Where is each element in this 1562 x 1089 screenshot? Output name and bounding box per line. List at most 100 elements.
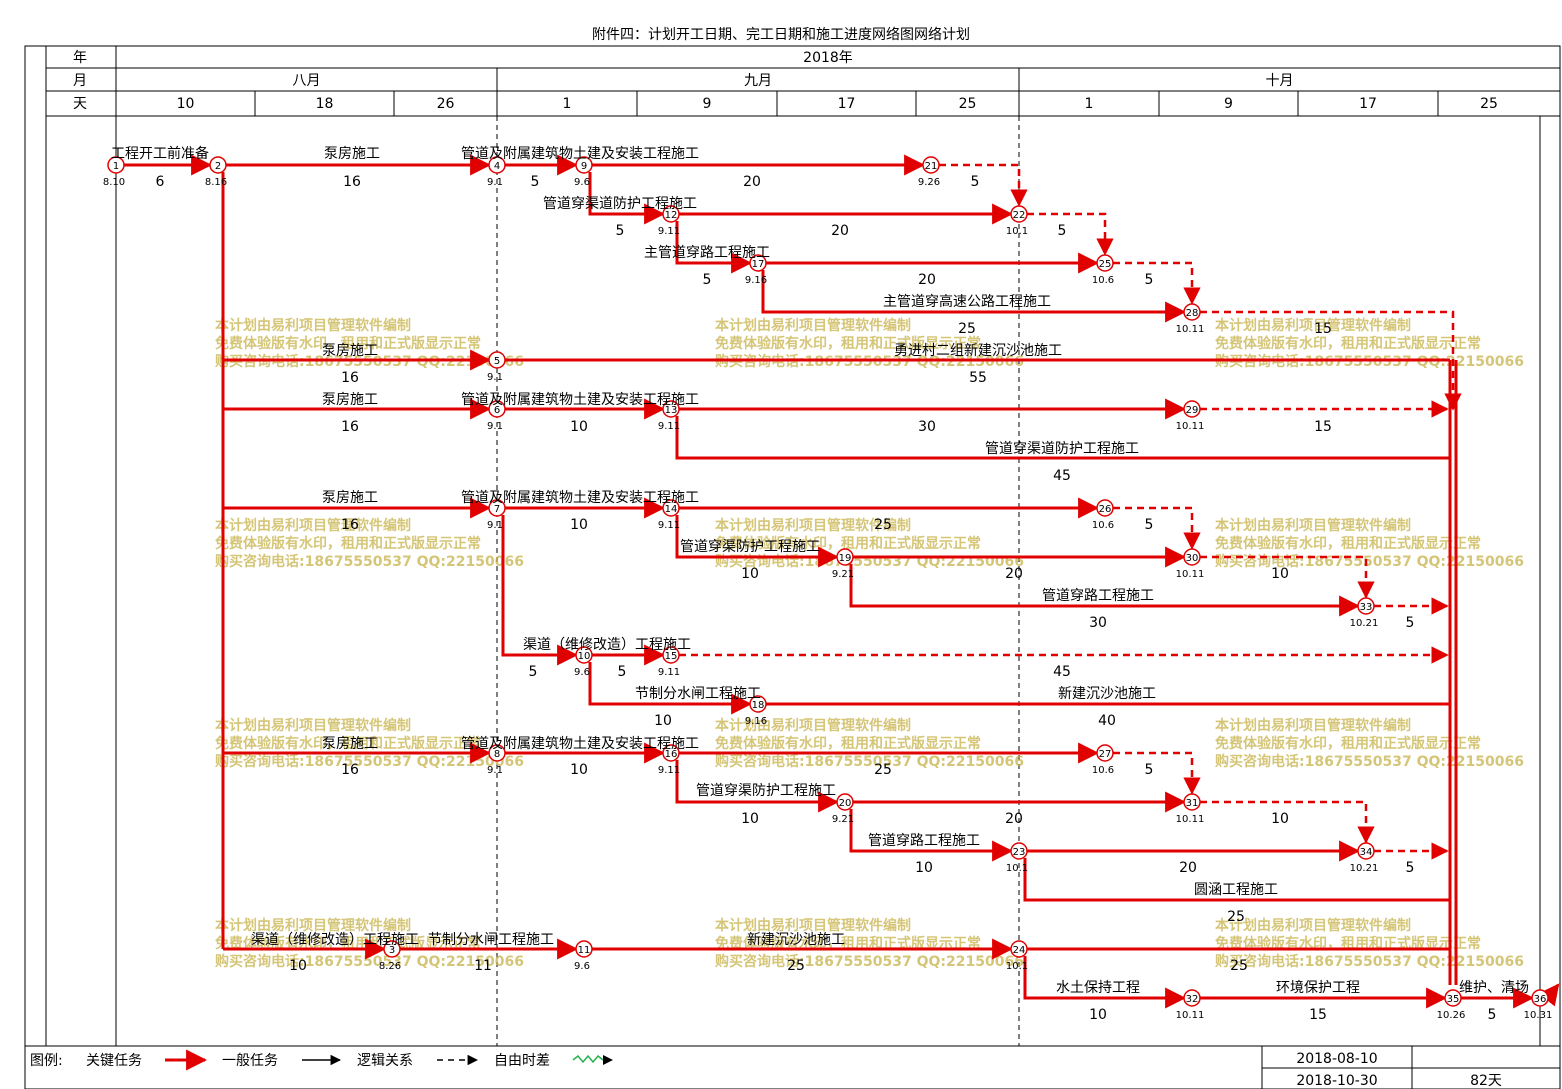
header-day: 1 <box>563 96 572 112</box>
event-node-date: 9.16 <box>745 275 767 286</box>
legend-free-arrow <box>603 1055 613 1065</box>
event-node-date: 8.26 <box>379 961 401 972</box>
free-float-arrow <box>1200 310 1462 411</box>
critical-arrow <box>1023 858 1450 902</box>
task-name: 泵房施工 <box>322 392 378 408</box>
header-day: 17 <box>1359 96 1377 112</box>
task-name: 新建沉沙池施工 <box>747 932 845 948</box>
task-name: 管道及附属建筑物土建及安装工程施工 <box>461 146 699 162</box>
event-node-id: 27 <box>1099 749 1112 760</box>
event-node-id: 25 <box>1099 259 1112 270</box>
event-node <box>662 400 680 418</box>
event-node <box>836 548 854 566</box>
task-duration: 5 <box>1058 223 1067 239</box>
task-name: 渠道（维修改造）工程施工 <box>251 932 419 948</box>
event-node-id: 26 <box>1099 504 1112 515</box>
task-duration: 15 <box>1309 1007 1327 1023</box>
event-node <box>1183 303 1201 321</box>
watermark-text: 本计划由易利项目管理软件编制 <box>1215 317 1411 334</box>
task-name: 泵房施工 <box>324 146 380 162</box>
task-name: 泵房施工 <box>322 490 378 506</box>
task-duration: 10 <box>654 713 672 729</box>
event-node-date: 8.10 <box>103 177 125 188</box>
event-node <box>488 744 506 762</box>
watermark-text: 本计划由易利项目管理软件编制 <box>715 317 911 334</box>
watermark-text: 本计划由易利项目管理软件编制 <box>215 317 411 334</box>
event-node <box>575 940 593 958</box>
task-name: 新建沉沙池施工 <box>1058 686 1156 702</box>
event-node-date: 9.11 <box>658 667 680 678</box>
legend-critical-label: 关键任务 <box>86 1053 142 1069</box>
event-node-date: 9.16 <box>745 716 767 727</box>
task-duration: 5 <box>616 223 625 239</box>
critical-arrow <box>675 760 840 813</box>
event-node-date: 9.26 <box>918 177 940 188</box>
free-float-arrow <box>1113 506 1201 550</box>
critical-arrow <box>675 515 840 568</box>
task-duration: 5 <box>618 664 627 680</box>
event-node-id: 23 <box>1013 847 1026 858</box>
task-duration: 10 <box>570 762 588 778</box>
event-node <box>662 646 680 664</box>
event-node-date: 9.1 <box>487 765 503 776</box>
event-node-date: 10.1 <box>1006 961 1028 972</box>
task-arrows <box>124 154 1560 1009</box>
event-node-date: 9.6 <box>574 961 590 972</box>
task-name: 泵房施工 <box>322 343 378 359</box>
watermark-text: 购买咨询电话:18675550537 QQ:22150066 <box>215 753 524 770</box>
event-node-date: 10.11 <box>1176 814 1205 825</box>
task-name: 主管道穿高速公路工程施工 <box>883 293 1051 310</box>
event-node <box>1096 499 1114 517</box>
event-node <box>1531 989 1549 1007</box>
event-node-date: 9.11 <box>658 421 680 432</box>
event-node-date: 9.1 <box>487 421 503 432</box>
page-title: 附件四：计划开工日期、完工日期和施工进度网络图网络计划 <box>592 27 970 43</box>
event-node-date: 9.1 <box>487 520 503 531</box>
task-duration: 25 <box>1230 958 1248 974</box>
event-node-id: 7 <box>494 504 500 515</box>
header-day: 17 <box>838 96 856 112</box>
critical-arrow <box>761 270 1187 323</box>
task-duration: 25 <box>1227 909 1245 925</box>
watermark-text: 本计划由易利项目管理软件编制 <box>715 717 911 734</box>
event-node-id: 20 <box>839 798 852 809</box>
task-name: 管道及附属建筑物土建及安装工程施工 <box>461 392 699 408</box>
event-node-id: 12 <box>665 210 678 221</box>
task-duration: 10 <box>570 517 588 533</box>
task-duration: 10 <box>1089 1007 1107 1023</box>
event-node-id: 35 <box>1447 994 1460 1005</box>
task-duration: 5 <box>531 174 540 190</box>
task-name: 圆涵工程施工 <box>1194 882 1278 898</box>
task-name: 管道穿渠防护工程施工 <box>696 783 836 799</box>
critical-arrow <box>501 515 579 666</box>
watermark-text: 免费体验版有水印，租用和正式版显示正常 <box>215 335 481 352</box>
task-duration: 5 <box>1406 860 1415 876</box>
event-node-id: 34 <box>1360 847 1373 858</box>
task-duration: 5 <box>1145 762 1154 778</box>
task-duration: 40 <box>1098 713 1116 729</box>
event-node-date: 9.6 <box>574 177 590 188</box>
watermarks: 本计划由易利项目管理软件编制免费体验版有水印，租用和正式版显示正常购买咨询电话:… <box>215 317 1524 970</box>
event-node <box>662 205 680 223</box>
event-node-date: 10.6 <box>1092 520 1114 531</box>
critical-arrow <box>1023 956 1187 1009</box>
event-node-id: 1 <box>113 161 119 172</box>
plan-end-date: 2018-10-30 <box>1296 1073 1377 1089</box>
task-duration: 5 <box>1488 1007 1497 1023</box>
event-node <box>836 793 854 811</box>
header-month: 十月 <box>1266 73 1294 89</box>
task-duration: 10 <box>1271 811 1289 827</box>
critical-arrow <box>675 221 753 274</box>
header-month: 八月 <box>293 73 321 89</box>
task-name: 管道及附属建筑物土建及安装工程施工 <box>461 490 699 506</box>
free-float-arrow <box>1200 555 1375 599</box>
free-float-arrow <box>1027 212 1114 256</box>
header-day: 9 <box>703 96 712 112</box>
task-duration: 11 <box>474 958 492 974</box>
critical-arrow <box>1538 983 1560 1007</box>
event-node <box>1183 793 1201 811</box>
task-duration: 16 <box>341 419 359 435</box>
task-duration: 5 <box>971 174 980 190</box>
event-node-id: 5 <box>494 356 500 367</box>
